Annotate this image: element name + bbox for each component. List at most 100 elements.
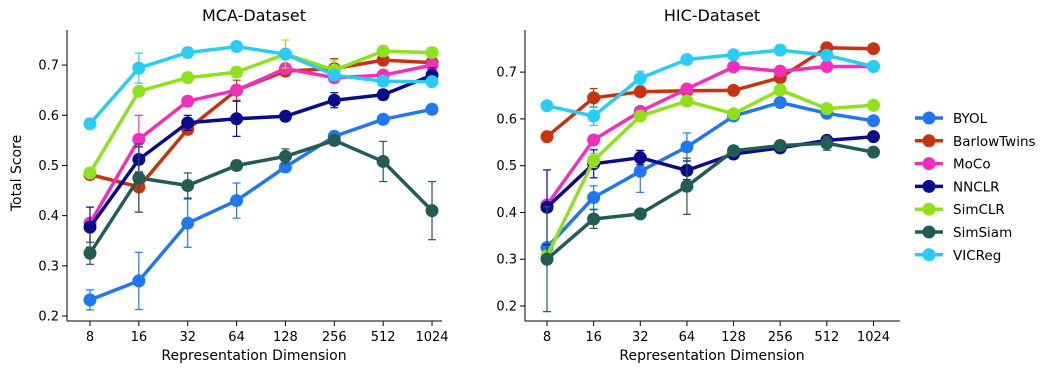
data-point [181,46,195,60]
y-tick-label: 0.4 [38,209,59,224]
data-point [327,93,341,107]
legend-swatch-marker [922,202,936,216]
series-line [88,63,433,225]
data-point [633,71,647,85]
data-point [230,112,244,126]
data-point [587,109,601,123]
x-tick-label: 8 [543,330,551,345]
y-tick-label: 0.2 [38,309,59,324]
y-tick-label: 0.2 [496,300,517,315]
data-point [633,85,647,99]
data-point [820,136,834,150]
x-tick-label: 512 [814,330,839,345]
data-point [83,246,97,260]
y-axis-label: Total Score [9,135,25,212]
series-line [545,141,874,261]
legend-item-nnclr: NNCLR [915,179,1000,195]
x-tick-label: 1024 [857,330,890,345]
data-point [83,293,97,307]
data-point [866,98,880,112]
data-point [278,109,292,123]
series-line [88,49,433,174]
x-tick-label: 32 [632,330,649,345]
legend-item-simclr: SimCLR [915,202,1005,218]
series-simsiam [540,135,880,313]
data-point [820,102,834,116]
data-point [680,179,694,193]
data-point [727,107,741,121]
legend-swatch-marker [922,157,936,171]
data-point [727,48,741,62]
data-point [376,44,390,58]
data-point [633,207,647,221]
data-point [820,59,834,73]
y-tick-label: 0.5 [496,159,517,174]
x-tick-label: 8 [86,330,94,345]
data-point [181,179,195,193]
series-simsiam [83,133,439,265]
data-point [425,204,439,218]
data-point [773,139,787,153]
x-axis-label: Representation Dimension [619,348,804,364]
data-point [773,64,787,78]
data-point [633,164,647,178]
legend-item-simsiam: SimSiam [915,225,1012,241]
legend-label: VICReg [953,248,1001,264]
x-tick-label: 64 [679,330,696,345]
x-tick-label: 64 [228,330,245,345]
series-line [545,64,874,207]
data-point [132,274,146,288]
data-point [230,83,244,97]
legend-label: MoCo [953,157,991,173]
data-point [181,216,195,230]
legend-label: NNCLR [953,179,1000,195]
series-line [88,138,434,255]
chart-title: MCA-Dataset [202,6,306,25]
data-point [278,47,292,61]
data-point [230,40,244,54]
data-point [376,74,390,88]
series-line [546,48,874,118]
x-tick-label: 16 [131,330,148,345]
data-point [540,99,554,113]
series-line [545,134,874,209]
legend: BYOL BarlowTwins MoCo NNCLR SimCLR SimSiam VIC… [915,111,1036,264]
data-point [587,190,601,204]
y-tick-label: 0.4 [496,206,517,221]
data-point [587,91,601,105]
data-point [727,83,741,97]
data-point [132,84,146,98]
data-point [83,166,97,180]
series-line [89,107,433,302]
data-point [376,88,390,102]
data-point [230,194,244,208]
data-point [727,60,741,74]
x-tick-label: 1024 [415,330,448,345]
data-point [587,212,601,226]
data-point [540,130,554,144]
legend-swatch-marker [922,111,936,125]
y-tick-label: 0.6 [496,112,517,127]
x-tick-label: 256 [322,330,347,345]
data-point [866,114,880,128]
data-point [866,145,880,159]
y-tick-label: 0.3 [38,259,59,274]
legend-swatch-marker [922,179,936,193]
data-point [425,58,439,72]
data-point [181,116,195,130]
data-point [633,151,647,165]
data-point [376,154,390,168]
legend-swatch-marker [922,134,936,148]
data-point [587,154,601,168]
data-point [230,65,244,79]
data-point [376,53,390,67]
legend-label: BYOL [953,111,988,127]
chart-mca-dataset: MCA-Dataset Representation Dimension Tot… [9,6,449,364]
series-vicreg [540,43,880,127]
data-point [181,71,195,85]
legend-swatch-marker [922,248,936,262]
data-point [230,158,244,172]
x-axis-label: Representation Dimension [161,348,346,364]
data-point [181,94,195,108]
legend-item-vicreg: VICReg [915,248,1001,264]
